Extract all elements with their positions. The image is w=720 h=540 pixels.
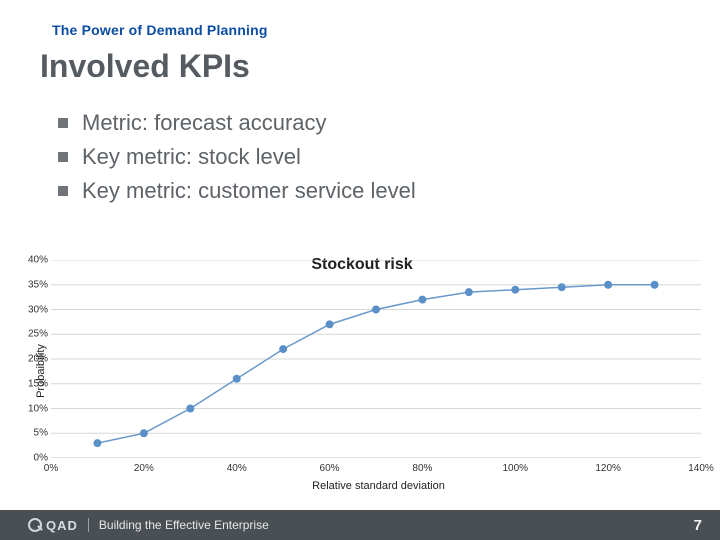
page-number: 7: [694, 517, 702, 534]
chart-data-point: [558, 283, 566, 291]
chart-data-point: [93, 439, 101, 447]
chart-container: Stockout risk Probaibility 0%5%10%15%20%…: [18, 256, 706, 486]
y-tick-label: 35%: [18, 279, 48, 290]
chart-data-point: [233, 375, 241, 383]
chart-data-point: [326, 320, 334, 328]
slide-title: Involved KPIs: [40, 48, 250, 85]
y-tick-label: 25%: [18, 329, 48, 340]
chart-data-point: [186, 405, 194, 413]
list-item: Key metric: customer service level: [58, 178, 416, 204]
bullet-list: Metric: forecast accuracy Key metric: st…: [58, 110, 416, 212]
chart-plot-area: 0%5%10%15%20%25%30%35%40%0%20%40%60%80%1…: [51, 260, 701, 458]
footer-divider: [88, 518, 89, 532]
chart-data-point: [604, 281, 612, 289]
chart-y-axis-label: Probaibility: [35, 344, 47, 398]
chart-svg: [51, 260, 701, 458]
chart-data-point: [465, 288, 473, 296]
chart-data-point: [511, 286, 519, 294]
x-tick-label: 140%: [688, 463, 714, 474]
list-item-label: Key metric: customer service level: [82, 178, 416, 204]
brand-mark-icon: [28, 518, 42, 532]
chart-data-point: [418, 296, 426, 304]
square-bullet-icon: [58, 118, 68, 128]
x-tick-label: 40%: [227, 463, 247, 474]
list-item-label: Metric: forecast accuracy: [82, 110, 327, 136]
list-item: Key metric: stock level: [58, 144, 416, 170]
chart-data-point: [140, 429, 148, 437]
footer-bar: QAD Building the Effective Enterprise 7: [0, 510, 720, 540]
y-tick-label: 30%: [18, 304, 48, 315]
brand-logo: QAD: [28, 518, 78, 533]
y-tick-label: 40%: [18, 255, 48, 266]
y-tick-label: 5%: [18, 428, 48, 439]
y-tick-label: 20%: [18, 354, 48, 365]
slide-subtitle: The Power of Demand Planning: [52, 22, 268, 38]
y-tick-label: 0%: [18, 453, 48, 464]
chart-data-point: [651, 281, 659, 289]
list-item: Metric: forecast accuracy: [58, 110, 416, 136]
square-bullet-icon: [58, 186, 68, 196]
square-bullet-icon: [58, 152, 68, 162]
list-item-label: Key metric: stock level: [82, 144, 301, 170]
chart-data-point: [372, 306, 380, 314]
chart-x-axis-label: Relative standard deviation: [51, 480, 706, 492]
x-tick-label: 100%: [502, 463, 528, 474]
chart-data-point: [279, 345, 287, 353]
x-tick-label: 20%: [134, 463, 154, 474]
x-tick-label: 0%: [44, 463, 58, 474]
x-tick-label: 80%: [412, 463, 432, 474]
footer-tagline: Building the Effective Enterprise: [99, 518, 269, 532]
brand-text: QAD: [46, 518, 78, 533]
y-tick-label: 15%: [18, 378, 48, 389]
x-tick-label: 60%: [320, 463, 340, 474]
x-tick-label: 120%: [595, 463, 621, 474]
y-tick-label: 10%: [18, 403, 48, 414]
